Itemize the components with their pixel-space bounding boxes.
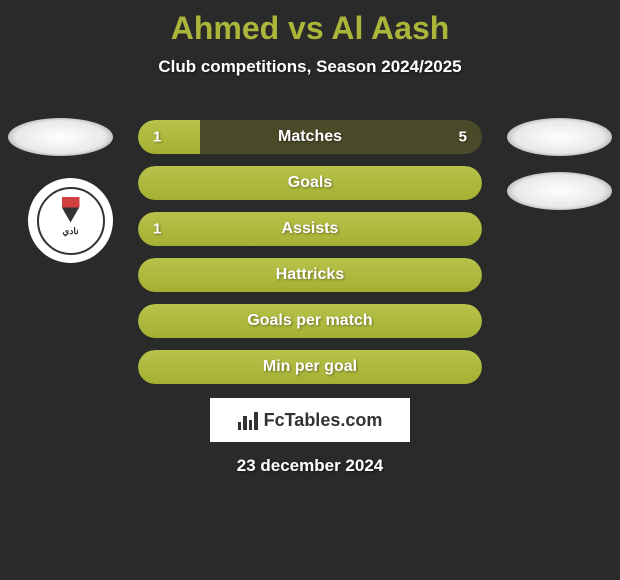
stat-label: Matches [138,128,482,146]
stat-label: Goals per match [138,312,482,330]
player2-club-icon [507,172,612,210]
fctables-logo: FcTables.com [210,398,410,442]
stat-value-right: 5 [459,129,467,146]
stat-bar-min-per-goal: Min per goal [138,350,482,384]
player1-club-badge: نادي [28,178,113,263]
comparison-title: Ahmed vs Al Aash [0,0,620,47]
stat-bar-goals-per-match: Goals per match [138,304,482,338]
stat-label: Hattricks [138,266,482,284]
stats-bars: 1 Matches 5 Goals 1 Assists Hattricks Go… [138,120,482,396]
stat-bar-hattricks: Hattricks [138,258,482,292]
stat-label: Min per goal [138,358,482,376]
stat-bar-goals: Goals [138,166,482,200]
subtitle: Club competitions, Season 2024/2025 [0,57,620,77]
logo-text: FcTables.com [264,410,383,431]
stat-bar-assists: 1 Assists [138,212,482,246]
stat-label: Assists [138,220,482,238]
player1-flag-icon [8,118,113,156]
stat-bar-matches: 1 Matches 5 [138,120,482,154]
stat-label: Goals [138,174,482,192]
date: 23 december 2024 [0,456,620,476]
chart-icon [238,410,258,430]
player2-flag-icon [507,118,612,156]
